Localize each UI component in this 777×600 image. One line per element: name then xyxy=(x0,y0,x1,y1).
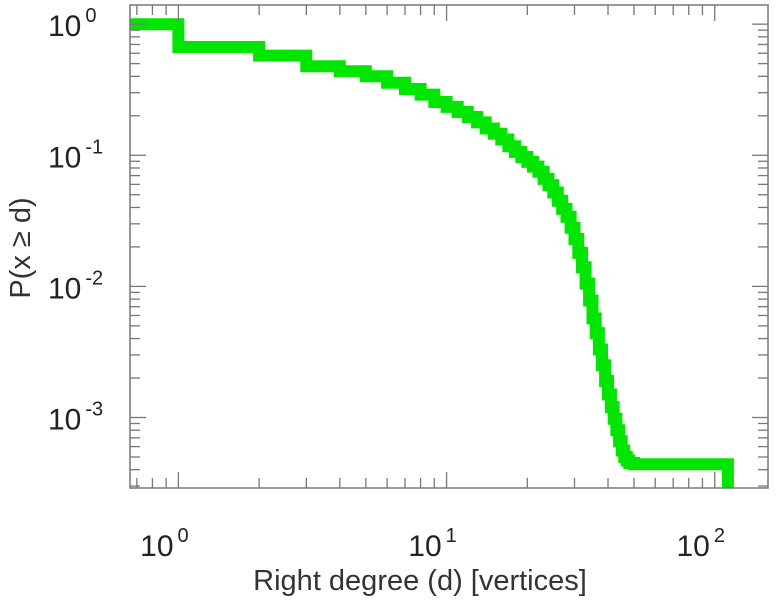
y-tick-base: 10 xyxy=(48,10,81,43)
ccdf-step-line xyxy=(130,18,734,488)
x-tick-base: 10 xyxy=(408,530,441,563)
ticks-layer xyxy=(130,5,768,488)
x-tick-base: 10 xyxy=(140,530,173,563)
y-tick-base: 10 xyxy=(48,404,81,437)
x-tick-label: 10 0 xyxy=(140,525,189,563)
series-layer xyxy=(130,18,734,488)
x-tick-exp: 1 xyxy=(446,525,457,547)
y-tick-exp: -2 xyxy=(85,267,103,289)
x-axis-title: Right degree (d) [vertices] xyxy=(253,565,587,597)
y-tick-base: 10 xyxy=(48,141,81,174)
x-tick-base: 10 xyxy=(676,530,709,563)
y-tick-label: 10 0 xyxy=(48,5,97,43)
x-tick-label: 10 2 xyxy=(676,525,725,563)
x-tick-exp: 2 xyxy=(714,525,725,547)
y-tick-exp: 0 xyxy=(85,5,96,27)
y-tick-label: 10 -2 xyxy=(48,267,103,305)
y-axis-title: P(x ≥ d) xyxy=(5,197,37,298)
x-tick-label: 10 1 xyxy=(408,525,457,563)
y-tick-exp: -3 xyxy=(85,399,103,421)
y-tick-label: 10 -1 xyxy=(48,136,103,174)
y-tick-exp: -1 xyxy=(85,136,103,158)
y-tick-label: 10 -3 xyxy=(48,399,103,437)
x-tick-exp: 0 xyxy=(178,525,189,547)
tick-labels: 10 0 10 1 10 210 010 -110 -210 -3 xyxy=(48,5,725,563)
plot-frame xyxy=(129,4,769,489)
y-tick-base: 10 xyxy=(48,272,81,305)
